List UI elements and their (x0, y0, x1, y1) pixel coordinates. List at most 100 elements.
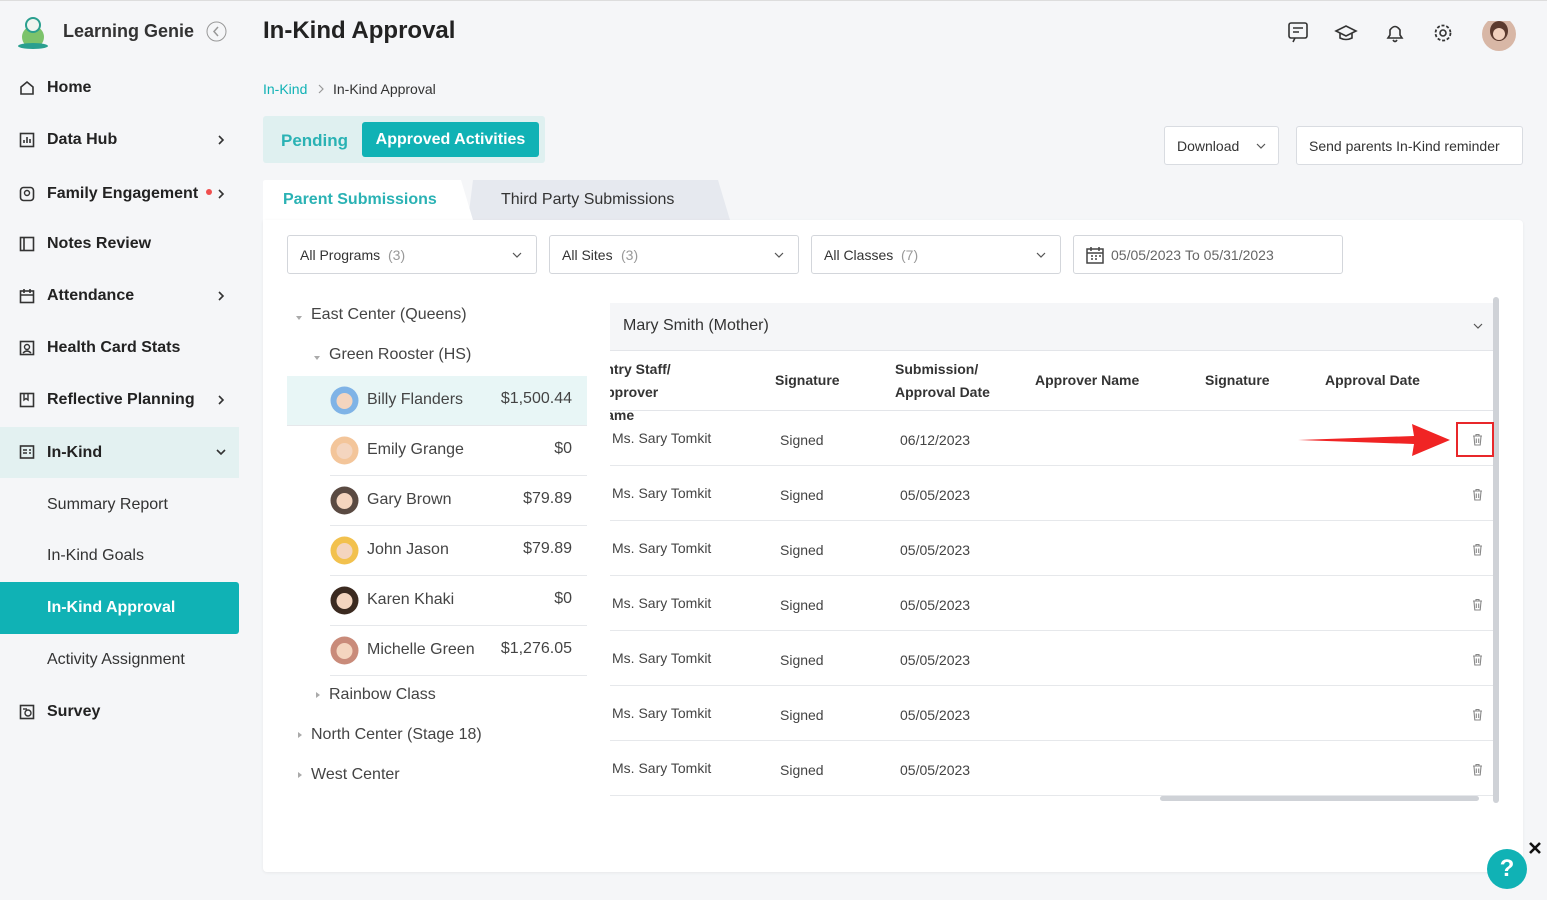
message-icon[interactable] (1288, 22, 1308, 43)
tree-child[interactable]: Karen Khaki $0 (330, 576, 587, 626)
vertical-scrollbar[interactable] (1493, 297, 1499, 803)
nav-subitem[interactable]: Summary Report (47, 496, 168, 513)
table: Entry Staff/ Approver Name Signature Submi… (610, 350, 1493, 810)
table-cell: Signed (780, 597, 824, 613)
table-cell: 06/12/2023 (900, 432, 971, 448)
tree-class[interactable]: Green Rooster (HS) (329, 346, 472, 363)
delete-icon[interactable] (1471, 433, 1484, 446)
table-cell: 05/05/2023 (900, 762, 971, 778)
table-cell: 05/05/2023 (900, 597, 971, 613)
help-button[interactable]: ? (1487, 849, 1527, 889)
parent-name: Mary Smith (Mother) (623, 317, 769, 334)
tree-center[interactable]: West Center (311, 766, 400, 783)
tree-child[interactable]: John Jason $79.89 (330, 526, 587, 576)
status-tab[interactable]: Pending (281, 131, 349, 150)
submission-tabs-bg (263, 180, 730, 220)
tree-child[interactable]: Michelle Green $1,276.05 (330, 626, 587, 676)
delete-icon[interactable] (1471, 763, 1484, 776)
nav-item[interactable]: Data Hub (0, 115, 239, 165)
table-cell: Signed (780, 652, 824, 668)
table-row: Ms. Sary Tomkit Signed 05/05/2023 (610, 576, 1493, 631)
filter-select[interactable]: All Programs (3) (287, 235, 537, 274)
table-cell: Ms. Sary Tomkit (612, 650, 712, 666)
breadcrumb-link[interactable]: In-Kind (263, 81, 308, 97)
table-row: Ms. Sary Tomkit Signed 05/05/2023 (610, 466, 1493, 521)
parent-expand-icon[interactable] (1473, 322, 1483, 330)
column-header: Signature (1205, 372, 1270, 388)
nav-item[interactable]: Home (0, 63, 239, 113)
status-tab-active[interactable]: Approved Activities (362, 122, 539, 157)
tree-caret (314, 356, 320, 360)
nav-subitem[interactable]: In-Kind Goals (47, 547, 144, 564)
filter-count: (7) (901, 247, 919, 263)
reminder-button[interactable]: Send parents In-Kind reminder (1296, 126, 1523, 165)
tree-child[interactable]: Emily Grange $0 (330, 426, 587, 476)
brand-name: Learning Genie (63, 21, 195, 41)
delete-icon[interactable] (1471, 708, 1484, 721)
table-cell: Ms. Sary Tomkit (612, 760, 712, 776)
breadcrumb-separator (318, 84, 324, 94)
tree-child[interactable]: Gary Brown $79.89 (330, 476, 587, 526)
nav-subitem[interactable]: Activity Assignment (47, 651, 185, 668)
nav-item[interactable]: Attendance (0, 271, 239, 321)
nav-subitem-active[interactable]: In-Kind Approval (0, 582, 239, 634)
nav-label: Attendance (47, 287, 135, 304)
table-row: Ms. Sary Tomkit Signed 05/05/2023 (610, 686, 1493, 741)
tree-caret (298, 772, 302, 778)
tree-child[interactable]: Billy Flanders $1,500.44 (287, 376, 587, 426)
tree-center[interactable]: East Center (Queens) (311, 306, 467, 323)
table-cell: Signed (780, 707, 824, 723)
sidebar: Learning Genie Home Data Hub Family Enga… (0, 0, 239, 900)
collapse-button[interactable] (206, 21, 227, 42)
dropdown-icon (774, 252, 784, 258)
nav-item[interactable]: Family Engagement (0, 169, 239, 219)
top-border (0, 0, 1547, 1)
download-button[interactable]: Download (1164, 126, 1279, 165)
parent-header[interactable] (610, 303, 1493, 351)
filter-label: All Programs (300, 247, 381, 263)
tree-caret (296, 316, 302, 320)
nav-item[interactable]: Reflective Planning (0, 375, 239, 425)
delete-icon[interactable] (1471, 598, 1484, 611)
nav-item-active[interactable]: In-Kind (0, 427, 239, 478)
delete-icon[interactable] (1471, 488, 1484, 501)
nav-label: Notes Review (47, 235, 152, 252)
highlight-box (1456, 422, 1494, 457)
delete-icon[interactable] (1471, 653, 1484, 666)
horizontal-scrollbar[interactable] (1160, 796, 1479, 801)
tree-class[interactable]: Rainbow Class (329, 686, 436, 703)
table-cell: 05/05/2023 (900, 487, 971, 503)
delete-icon[interactable] (1471, 543, 1484, 556)
column-header: Approver Name (1035, 372, 1140, 388)
column-header: Entry Staff/ Approver Name (610, 361, 671, 423)
tree-caret (298, 732, 302, 738)
nav-label: Reflective Planning (47, 391, 195, 408)
notification-icon[interactable] (1386, 25, 1404, 43)
table-cell: Signed (780, 432, 824, 448)
date-range-picker[interactable]: 05/05/2023 To 05/31/2023 (1073, 235, 1343, 274)
nav-label: Survey (47, 703, 101, 720)
learning-icon[interactable] (1334, 25, 1358, 41)
child-avatar (330, 636, 359, 665)
child-amount: $79.89 (523, 490, 572, 507)
close-icon[interactable] (1528, 841, 1542, 855)
tree-center[interactable]: North Center (Stage 18) (311, 726, 482, 743)
nav-item[interactable]: Health Card Stats (0, 323, 239, 373)
filter-select[interactable]: All Sites (3) (549, 235, 799, 274)
column-header: Submission/ Approval Date (895, 361, 990, 400)
child-avatar (330, 386, 359, 415)
submission-tab-active[interactable]: Parent Submissions (283, 191, 437, 208)
date-to: 05/31/2023 (1203, 246, 1274, 263)
child-amount: $1,276.05 (500, 640, 572, 657)
submission-tab[interactable]: Third Party Submissions (501, 191, 675, 208)
filter-label: All Classes (824, 247, 894, 263)
filter-select[interactable]: All Classes (7) (811, 235, 1061, 274)
child-name: John Jason (367, 541, 449, 558)
user-avatar[interactable] (1482, 21, 1516, 51)
nav-item[interactable]: Survey (0, 687, 239, 737)
nav-label: Home (47, 79, 92, 96)
nav-item[interactable]: Notes Review (0, 219, 239, 269)
settings-icon[interactable] (1434, 24, 1452, 42)
